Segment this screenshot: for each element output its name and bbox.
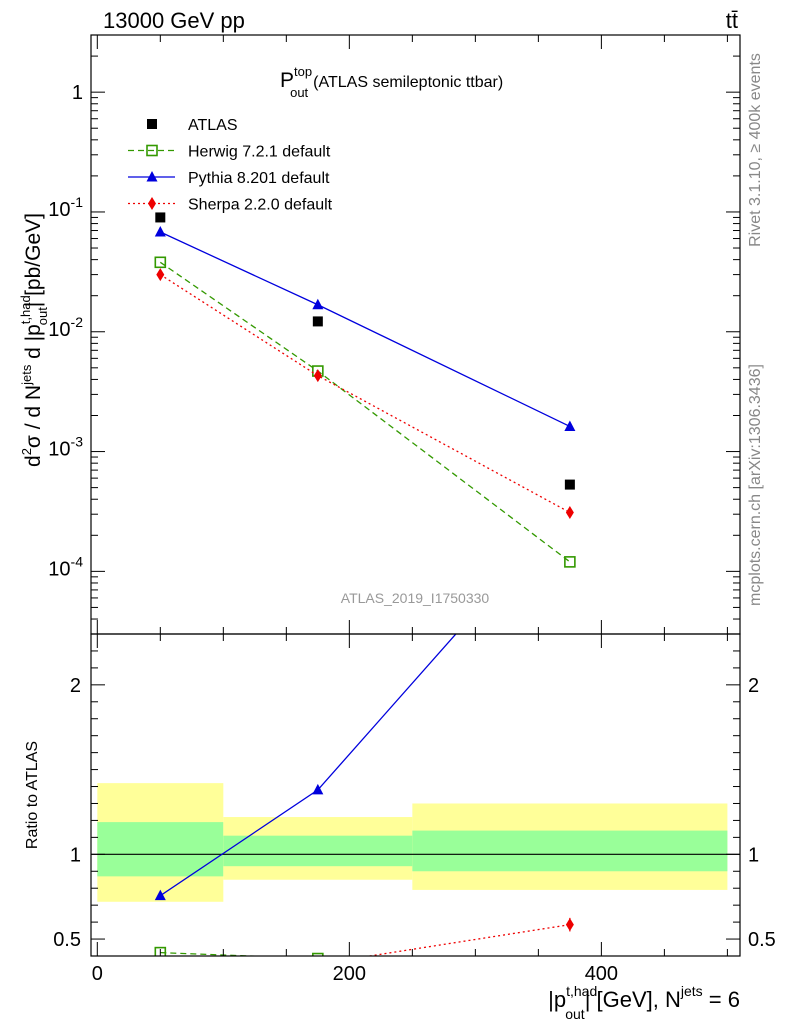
ratio-inner-band — [412, 830, 728, 872]
ratio-y-tick-label-left: 1 — [70, 844, 81, 866]
ratio-y-tick-label-right: 2 — [748, 675, 759, 697]
legend-pythia-marker — [146, 171, 158, 182]
main-y-axis-title: d2σ / d Njets d |pt,had out| [pb/GeV] — [18, 213, 50, 467]
x-tick-label: 200 — [333, 963, 366, 985]
main-pythia-point — [154, 226, 166, 237]
main-atlas-point — [564, 479, 575, 490]
main-herwig-point — [564, 556, 576, 568]
ratio-herwig-line — [160, 951, 268, 956]
main-herwig-line — [159, 261, 571, 563]
ratio-inner-band — [97, 822, 224, 877]
main-panel-axes: 10-4 10-3 10-2 10-1 1 — [48, 34, 741, 635]
x-tick-label: 0 — [92, 963, 103, 985]
main-atlas-point — [312, 316, 323, 327]
ratio-frame — [90, 633, 741, 957]
main-herwig-point — [154, 256, 167, 269]
ratio-sherpa-point — [314, 958, 322, 971]
ratio-pythia-point — [312, 783, 324, 795]
legend-pythia-label: Pythia 8.201 default — [188, 170, 330, 187]
ratio-sherpa-point — [565, 918, 574, 932]
ratio-y-axis-title: Ratio to ATLAS — [24, 741, 41, 849]
ratio-y-tick-label-left: 0.5 — [53, 929, 81, 951]
main-pythia-line — [160, 231, 571, 428]
main-y-tick-label: 10-1 — [48, 194, 83, 221]
ratio-inner-band — [223, 835, 413, 867]
legend-sherpa-label: Sherpa 2.2.0 default — [188, 197, 333, 214]
legend-atlas-label: ATLAS — [188, 117, 238, 134]
process-label: tt̄ — [726, 8, 738, 33]
ratio-y-tick-label-right: 0.5 — [748, 929, 776, 951]
rivet-version-label: Rivet 3.1.10, ≥ 400k events — [747, 53, 764, 247]
main-y-tick-label: 1 — [72, 82, 83, 104]
ratio-herwig-point — [154, 946, 167, 956]
ratio-uncertainty-bands — [91, 783, 740, 902]
main-sherpa-point — [313, 369, 322, 383]
legend-sherpa-marker — [148, 197, 156, 210]
ratio-herwig-point — [312, 952, 324, 956]
x-tick-label: 400 — [585, 963, 618, 985]
ratio-sherpa-line — [365, 924, 570, 956]
main-panel-data — [154, 212, 576, 568]
mcplots-label: mcplots.cern.ch [arXiv:1306.3436] — [747, 364, 764, 606]
ratio-panel-axes: 0.5 0.5 1 1 2 2 0 200 400 — [53, 633, 776, 985]
main-sherpa-point — [156, 268, 165, 282]
energy-label: 13000 GeV pp — [103, 8, 245, 33]
ratio-panel-data — [154, 634, 574, 974]
main-y-tick-label: 10-2 — [48, 314, 83, 341]
main-y-tick-label: 10-3 — [48, 434, 83, 461]
legend-herwig-label: Herwig 7.2.1 default — [188, 144, 331, 161]
panel-title: Ptop out(ATLAS semileptonic ttbar) — [280, 64, 503, 100]
main-pythia-point — [564, 420, 576, 431]
legend-herwig-marker — [146, 144, 158, 157]
analysis-id-label: ATLAS_2019_I1750330 — [341, 590, 490, 606]
x-axis-title: |pt,had out| [GeV], Njets = 6 — [548, 983, 740, 1022]
ratio-pythia-point — [154, 889, 166, 901]
main-y-tick-label: 10-4 — [48, 553, 83, 580]
main-pythia-point — [312, 298, 324, 310]
legend: ATLAS Herwig 7.2.1 default Pythia 8.201 de… — [128, 117, 333, 214]
main-sherpa-point — [565, 505, 574, 519]
ratio-sherpa-point — [156, 961, 164, 974]
legend-atlas-marker — [147, 119, 157, 129]
ratio-y-tick-label-left: 2 — [70, 675, 81, 697]
main-sherpa-line — [159, 274, 571, 514]
main-atlas-point — [155, 212, 166, 223]
ratio-y-tick-label-right: 1 — [748, 844, 759, 866]
